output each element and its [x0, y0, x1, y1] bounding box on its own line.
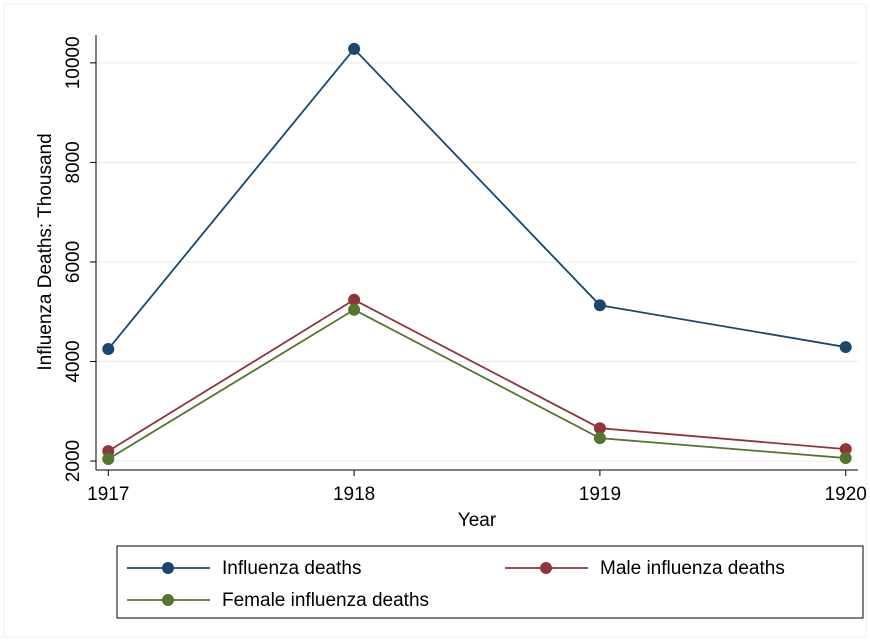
legend-box	[116, 545, 864, 619]
x-tick-label: 1917	[87, 484, 129, 505]
series-marker	[839, 443, 852, 456]
series-marker	[102, 453, 115, 466]
y-tick-label: 4000	[63, 340, 84, 382]
legend-label: Male influenza deaths	[600, 558, 785, 579]
series-marker	[348, 42, 361, 55]
legend-marker	[540, 562, 552, 574]
x-tick-label: 1919	[579, 484, 621, 505]
series-marker	[839, 341, 852, 354]
series-line	[107, 298, 846, 452]
legend-label: Influenza deaths	[222, 558, 361, 579]
series-marker	[593, 432, 606, 445]
series-marker	[102, 343, 115, 356]
legend-marker	[162, 594, 174, 606]
x-tick-label: 1918	[333, 484, 375, 505]
legend-label: Female influenza deaths	[222, 590, 429, 611]
series-line	[107, 308, 846, 460]
chart-frame	[3, 3, 867, 638]
series-marker	[593, 422, 606, 435]
y-tick-label: 10000	[63, 36, 84, 89]
series-marker	[348, 293, 361, 306]
series-marker	[348, 303, 361, 316]
series-marker	[593, 299, 606, 312]
x-tick-label: 1920	[825, 484, 867, 505]
legend-marker	[162, 562, 174, 574]
y-tick-label: 2000	[63, 440, 84, 482]
series-line	[107, 47, 846, 350]
y-tick-label: 8000	[63, 141, 84, 183]
series-marker	[839, 452, 852, 465]
x-axis-label: Year	[458, 510, 497, 531]
y-axis-label: Influenza Deaths: Thousand	[35, 133, 56, 370]
y-tick-label: 6000	[63, 241, 84, 283]
